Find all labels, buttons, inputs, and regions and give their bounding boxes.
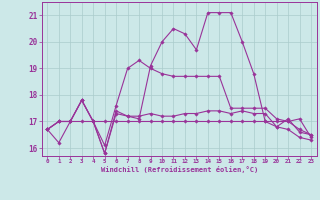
X-axis label: Windchill (Refroidissement éolien,°C): Windchill (Refroidissement éolien,°C) <box>100 166 258 173</box>
